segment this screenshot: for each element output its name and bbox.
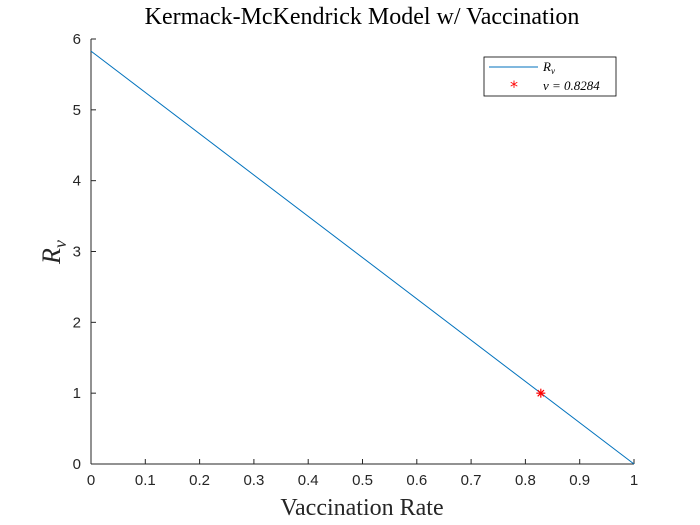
y-tick-label: 5 bbox=[73, 102, 81, 119]
y-tick-label: 1 bbox=[73, 385, 81, 402]
y-tick-label: 3 bbox=[73, 244, 81, 261]
legend-star-swatch: * bbox=[510, 77, 518, 96]
x-axis-label: Vaccination Rate bbox=[280, 495, 443, 521]
legend-label-rv-sub: v bbox=[551, 66, 555, 76]
marker-star-point bbox=[536, 388, 546, 398]
legend-label-rv-main: R bbox=[542, 59, 551, 74]
legend-label-rv: Rv bbox=[542, 59, 555, 76]
plot-background bbox=[91, 39, 634, 464]
legend-box bbox=[483, 56, 617, 97]
x-tick-label: 0.3 bbox=[243, 472, 264, 489]
y-axis-label: Rv bbox=[37, 240, 70, 265]
x-tick-label: 0.6 bbox=[406, 472, 427, 489]
y-axis-label-main: R bbox=[37, 248, 66, 265]
y-tick-label: 2 bbox=[73, 314, 81, 331]
legend: Rv * v = 0.8284 bbox=[483, 56, 617, 97]
chart-title: Kermack-McKendrick Model w/ Vaccination bbox=[145, 4, 580, 30]
marker-layer bbox=[536, 388, 546, 398]
y-tick-label: 4 bbox=[73, 173, 81, 190]
x-tick-label: 0.9 bbox=[569, 472, 590, 489]
x-tick-label: 0.1 bbox=[135, 472, 156, 489]
y-tick-label: 6 bbox=[73, 31, 81, 48]
x-tick-label: 0.4 bbox=[298, 472, 319, 489]
x-tick-label: 0.8 bbox=[515, 472, 536, 489]
y-axis-label-sub: v bbox=[50, 240, 70, 248]
x-tick-label: 1 bbox=[630, 472, 638, 489]
legend-label-v: v = 0.8284 bbox=[543, 78, 600, 93]
x-tick-label: 0.5 bbox=[352, 472, 373, 489]
plot-area bbox=[91, 39, 634, 464]
x-tick-label: 0.7 bbox=[461, 472, 482, 489]
x-axis-ticks: 0 0.1 0.2 0.3 0.4 0.5 0.6 0.7 0.8 0.9 1 bbox=[87, 459, 638, 489]
y-tick-label: 0 bbox=[73, 456, 81, 473]
x-tick-label: 0 bbox=[87, 472, 95, 489]
x-tick-label: 0.2 bbox=[189, 472, 210, 489]
y-axis-ticks: 0 1 2 3 4 5 6 bbox=[73, 31, 96, 473]
marker-star-stroke bbox=[537, 389, 545, 397]
